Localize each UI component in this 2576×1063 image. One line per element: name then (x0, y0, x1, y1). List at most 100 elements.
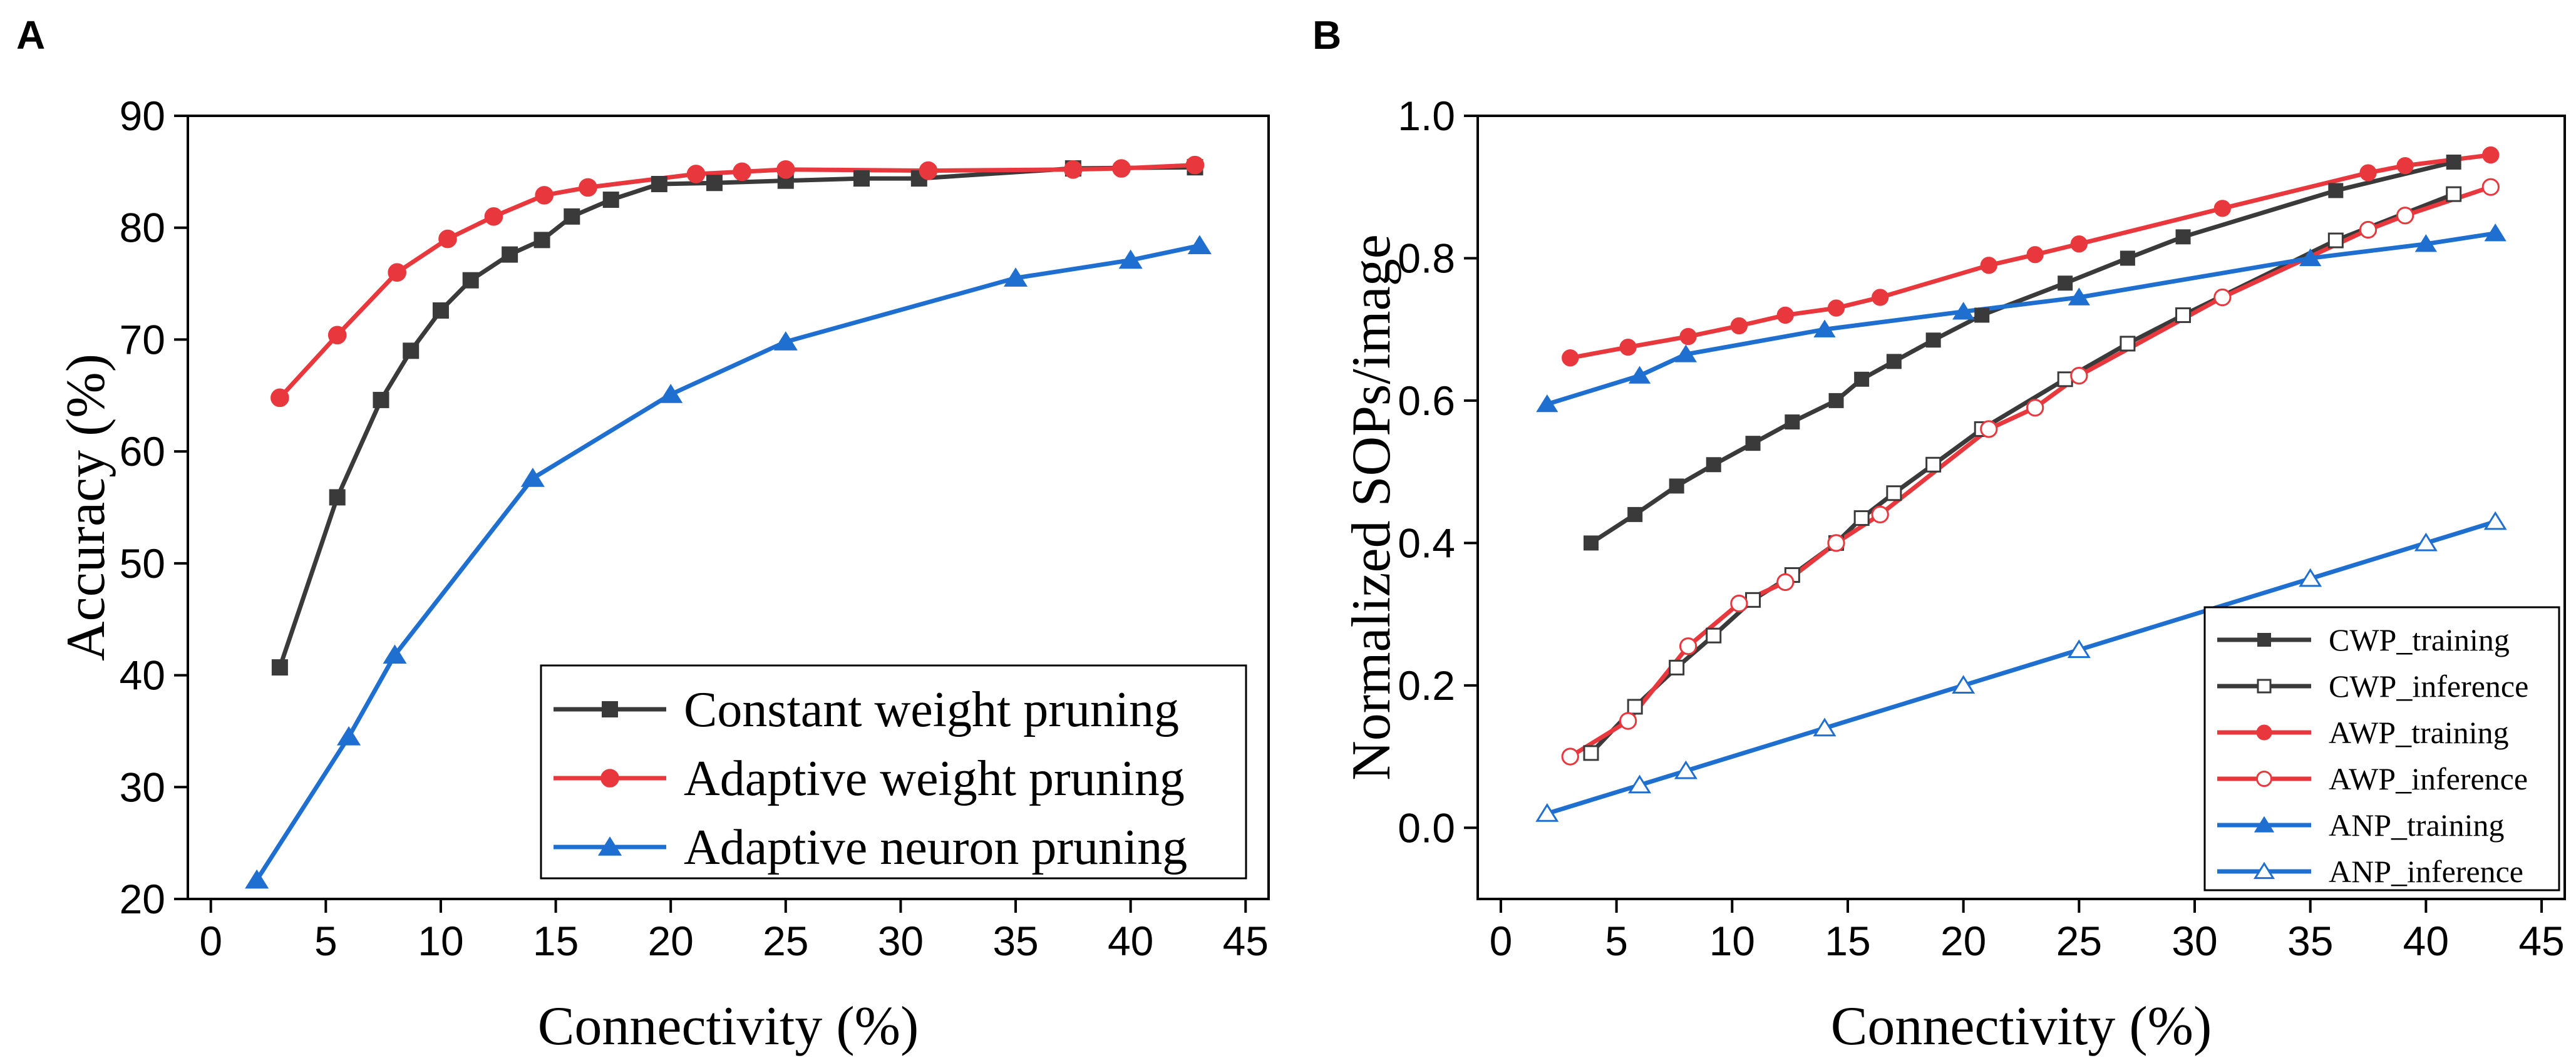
data-point (1627, 699, 1643, 715)
data-point (1980, 257, 1997, 274)
data-point (1628, 774, 1652, 794)
data-point (1871, 505, 1889, 524)
x-tick-label: 10 (418, 918, 463, 964)
legend-label: ANP_inference (2329, 854, 2523, 889)
data-point (2058, 275, 2073, 291)
data-point (270, 388, 289, 408)
legend-label: ANP_training (2329, 808, 2505, 843)
data-point (1745, 436, 1761, 451)
data-point (271, 659, 288, 676)
series-points-constant-weight-pruning (271, 159, 1203, 676)
x-tick-label: 40 (2403, 918, 2449, 964)
legend-swatch-marker (2257, 679, 2272, 694)
data-point (2068, 287, 2090, 306)
data-point (853, 170, 870, 187)
data-point (1952, 302, 1975, 320)
data-point (564, 208, 580, 225)
y-tick-label: 0.8 (1398, 235, 1455, 281)
x-tick-label: 25 (2056, 918, 2102, 964)
data-point (520, 468, 545, 487)
data-point (432, 302, 449, 319)
series-line-adaptive-weight-pruning (277, 163, 1197, 400)
data-point (502, 246, 518, 263)
data-point (2175, 307, 2192, 323)
chart-panel-b: 0 5 10 15 20 25 30 35 40 45 0.0 0.2 0.4 0.6 0.8 1.0 Conn… (1341, 93, 2566, 1057)
series-points-awp-inference (1561, 178, 2500, 766)
panel-letter-b: B (1312, 13, 1341, 58)
legend-swatch-marker (2256, 724, 2272, 741)
data-point (462, 272, 479, 289)
data-point (388, 263, 406, 282)
data-point (2481, 178, 2500, 196)
data-point (2299, 568, 2322, 587)
data-point (484, 207, 503, 226)
legend-label: AWP_training (2329, 715, 2509, 750)
legend-label: CWP_training (2329, 622, 2510, 657)
data-point (2057, 371, 2073, 388)
data-point (2120, 336, 2136, 352)
x-tick-label: 15 (533, 918, 579, 964)
data-point (2446, 186, 2462, 202)
data-point (2396, 157, 2414, 175)
data-point (1853, 510, 1870, 526)
legend-label: Adaptive weight pruning (684, 751, 1185, 806)
data-point (1562, 349, 1579, 367)
series-points-adaptive-neuron-pruning (245, 235, 1212, 889)
data-point (1776, 573, 1795, 592)
series-points-anp-inference (1535, 511, 2507, 822)
data-point (773, 331, 798, 351)
data-point (2482, 146, 2500, 164)
y-tick-label: 60 (120, 428, 165, 475)
data-point (1679, 637, 1698, 655)
y-tick-label: 0.4 (1398, 520, 1455, 566)
data-point (1745, 592, 1761, 608)
x-tick-label: 40 (1108, 918, 1153, 964)
legend-swatch-marker (597, 836, 622, 856)
x-tick-label: 45 (2518, 918, 2564, 964)
data-point (1627, 506, 1643, 522)
data-point (1674, 760, 1698, 779)
data-point (1730, 594, 1748, 613)
legend-swatch-marker (602, 701, 618, 717)
x-tick-label: 15 (1825, 918, 1870, 964)
legend-label: Adaptive neuron pruning (684, 820, 1187, 875)
x-tick-label: 5 (1605, 918, 1628, 964)
x-tick-label: 10 (1709, 918, 1755, 964)
y-tick-label: 70 (120, 316, 165, 362)
plot-frame (1476, 115, 2566, 900)
panel-letter-a: A (16, 13, 45, 58)
data-point (1886, 485, 1902, 501)
data-point (2067, 639, 2091, 659)
x-tick-label: 25 (763, 918, 808, 964)
data-point (1669, 478, 1684, 494)
data-point (1785, 414, 1800, 430)
y-tick-label: 20 (120, 876, 165, 922)
data-point (2414, 234, 2437, 252)
data-point (1118, 249, 1143, 269)
data-point (686, 165, 706, 183)
legend-label: CWP_inference (2329, 669, 2528, 704)
data-point (2359, 164, 2377, 182)
y-tick-label: 30 (120, 764, 165, 810)
x-tick-label: 30 (2172, 918, 2217, 964)
x-tick-label: 35 (992, 918, 1038, 964)
data-point (2299, 248, 2322, 267)
data-point (659, 384, 683, 403)
legend: CWP_training CWP_inference AWP_training AWP… (2203, 606, 2560, 891)
series-points-cwp-training (1583, 154, 2461, 551)
data-point (245, 869, 269, 889)
data-point (327, 326, 347, 345)
chart-panel-a: 0 5 10 15 20 25 30 35 40 45 20 30 40 50 60 70 80 90 Connec… (56, 93, 1270, 1057)
data-point (1064, 160, 1083, 179)
x-tick-label: 30 (878, 918, 924, 964)
data-point (1925, 332, 1941, 348)
series-line-constant-weight-pruning (277, 165, 1197, 670)
data-point (1974, 307, 1990, 323)
x-tick-label: 20 (647, 918, 693, 964)
data-point (1583, 535, 1599, 551)
data-point (337, 726, 361, 746)
x-tick-label: 0 (199, 918, 222, 964)
data-point (1185, 155, 1205, 175)
data-point (1730, 317, 1748, 335)
